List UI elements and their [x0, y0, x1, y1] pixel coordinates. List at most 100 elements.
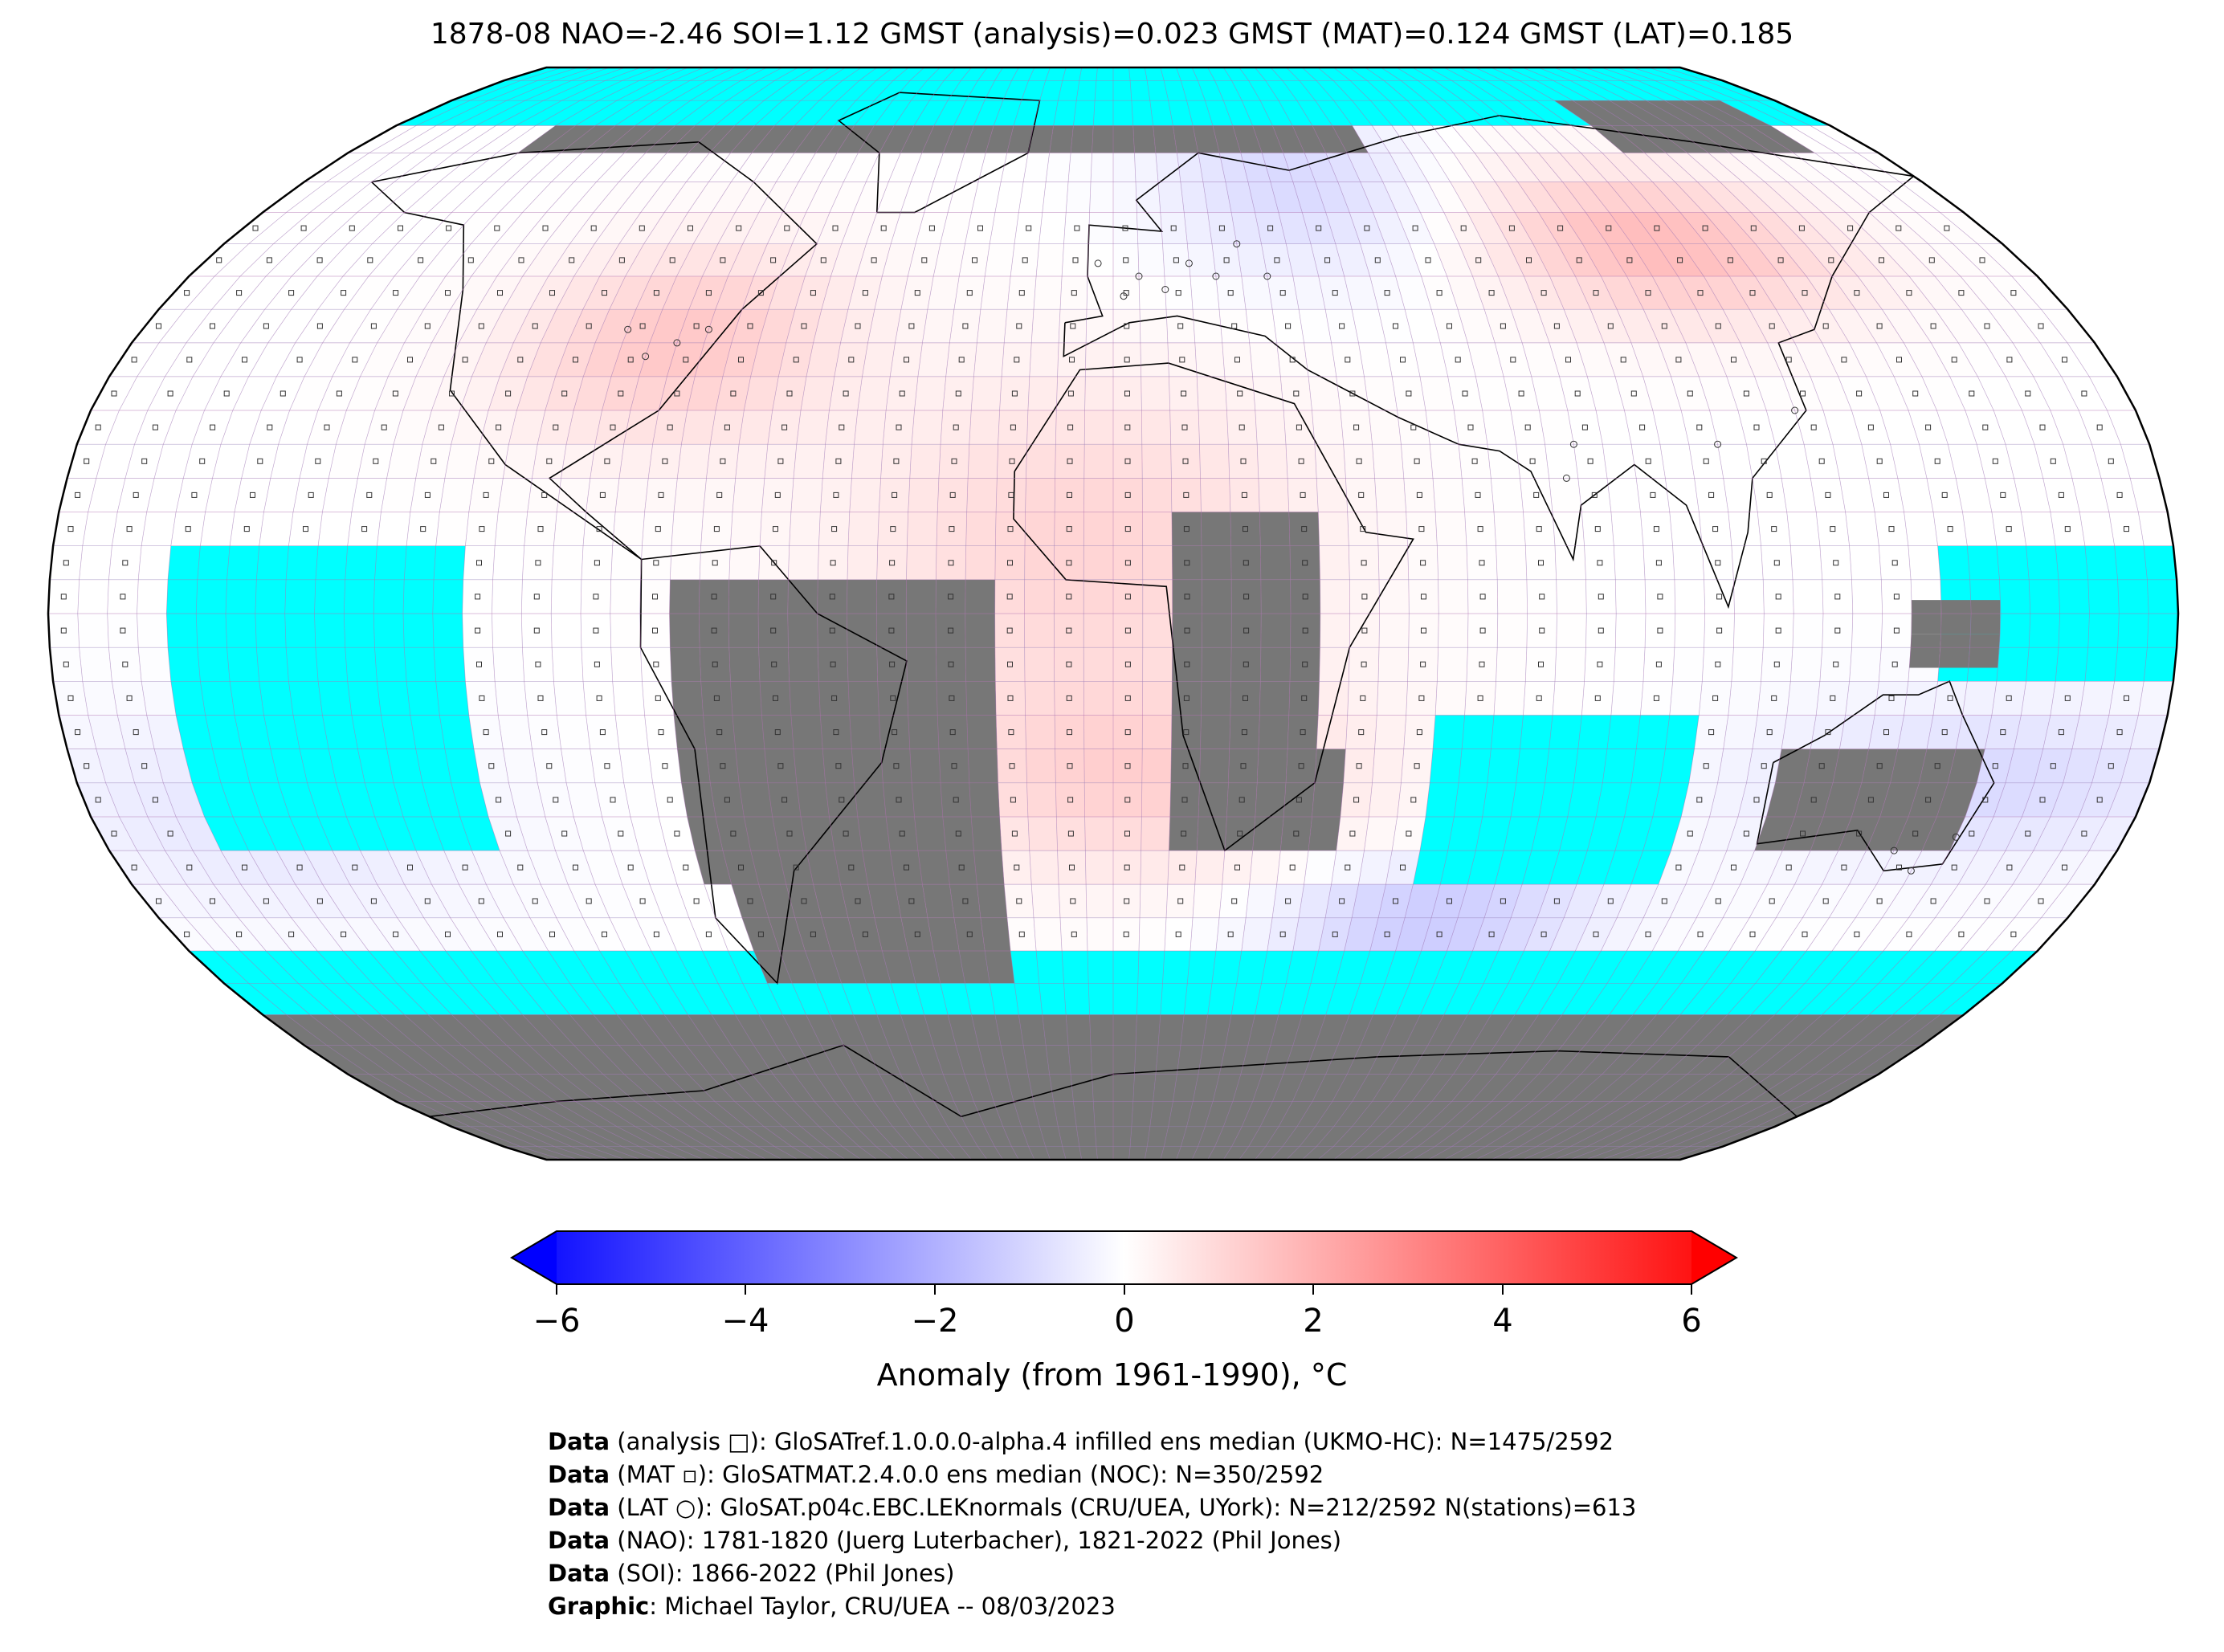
missing-land-cell [924, 1014, 957, 1046]
analysis-marker [2006, 695, 2012, 701]
missing-land-cell [741, 1146, 783, 1160]
missing-land-cell [667, 1074, 716, 1102]
missing-land-cell [1651, 1074, 1709, 1102]
anomaly-cell [994, 545, 1025, 580]
missing-land-cell [1230, 681, 1261, 716]
anomaly-cell [1141, 782, 1171, 817]
missing-land-cell [1919, 748, 1957, 783]
anomaly-cell [609, 917, 651, 951]
analysis-marker [517, 864, 524, 871]
missing-land-cell [732, 715, 765, 749]
analysis-marker [1349, 390, 1356, 397]
anomaly-cell [1475, 153, 1518, 182]
missing-land-cell [1569, 1146, 1622, 1160]
anomaly-cell [610, 545, 643, 580]
analysis-marker [830, 560, 836, 566]
anomaly-cell [386, 444, 422, 479]
anomaly-cell [2091, 748, 2131, 783]
analysis-marker [1538, 560, 1544, 566]
missing-land-cell [1352, 1101, 1393, 1127]
anomaly-cell [200, 512, 235, 546]
missing-land-cell [953, 917, 985, 951]
missing-land-cell [1708, 1045, 1765, 1075]
anomaly-cell [465, 681, 499, 716]
missing-land-cell [1553, 1146, 1605, 1160]
analysis-marker [1436, 931, 1443, 937]
anomaly-cell [767, 212, 806, 244]
anomaly-cell [1523, 512, 1555, 546]
anomaly-cell [204, 376, 249, 410]
anomaly-cell [985, 243, 1014, 276]
anomaly-cell [1726, 376, 1767, 410]
anomaly-cell [1066, 182, 1091, 213]
lat-station-marker [642, 353, 650, 361]
anomaly-cell [125, 444, 164, 479]
analysis-marker [720, 763, 726, 769]
anomaly-cell [240, 884, 292, 918]
analysis-marker [662, 458, 668, 464]
analysis-marker [2006, 357, 2013, 363]
missing-land-cell [1001, 1045, 1029, 1075]
anomaly-cell [1496, 647, 1527, 682]
missing-land-cell [1671, 125, 1730, 153]
analysis-marker [1279, 931, 1286, 937]
missing-land-cell [1627, 100, 1691, 126]
anomaly-cell [1810, 182, 1870, 213]
analysis-marker [1124, 593, 1131, 600]
missing-land-cell [1664, 100, 1731, 126]
analysis-marker [236, 290, 243, 296]
analysis-marker [1697, 290, 1704, 296]
anomaly-cell [1585, 579, 1617, 614]
anomaly-cell [840, 309, 875, 343]
analysis-marker [705, 290, 712, 296]
anomaly-cell [503, 444, 538, 479]
anomaly-cell [1916, 212, 1978, 244]
analysis-marker [948, 661, 954, 667]
analysis-marker [1173, 257, 1179, 263]
anomaly-cell [569, 212, 618, 244]
missing-land-cell [994, 1014, 1024, 1046]
missing-land-cell [1028, 125, 1054, 153]
anomaly-cell [1113, 681, 1143, 716]
anomaly-cell [1336, 817, 1369, 851]
analysis-marker [186, 864, 193, 871]
analysis-marker [1810, 424, 1817, 430]
anomaly-cell [1431, 125, 1475, 153]
anomaly-cell [1879, 647, 1912, 682]
missing-land-cell [1664, 1101, 1731, 1127]
missing-land-cell [582, 125, 635, 153]
anomaly-cell [1770, 125, 1836, 153]
missing-land-cell [1730, 125, 1793, 153]
missing-land-cell [858, 1074, 895, 1102]
missing-land-cell [1646, 1101, 1711, 1127]
anomaly-cell [908, 478, 939, 512]
anomaly-cell [1231, 212, 1262, 244]
analysis-marker [236, 931, 243, 937]
anomaly-cell [906, 545, 937, 580]
anomaly-cell [816, 212, 854, 244]
anomaly-cell [602, 817, 639, 851]
anomaly-cell [1369, 917, 1406, 951]
analysis-marker [535, 661, 541, 667]
anomaly-cell [1699, 817, 1738, 851]
anomaly-cell [1822, 342, 1867, 377]
missing-land-cell [1701, 1101, 1771, 1127]
anomaly-cell [1360, 182, 1397, 213]
anomaly-cell [1447, 376, 1483, 410]
analysis-marker [1124, 830, 1130, 837]
anomaly-cell [163, 782, 205, 817]
analysis-marker [908, 323, 915, 329]
anomaly-cell [786, 309, 822, 343]
missing-land-cell [1894, 817, 1937, 851]
missing-land-cell [428, 1014, 484, 1046]
missing-land-cell [906, 579, 937, 614]
anomaly-cell [1054, 647, 1084, 682]
analysis-marker [1766, 729, 1773, 736]
anomaly-cell [1142, 512, 1173, 546]
missing-land-cell [758, 647, 790, 682]
missing-land-cell [1096, 1146, 1113, 1160]
anomaly-cell [546, 182, 597, 213]
anomaly-cell [1798, 212, 1855, 244]
analysis-marker [1771, 695, 1777, 701]
anomaly-cell [2006, 444, 2043, 479]
